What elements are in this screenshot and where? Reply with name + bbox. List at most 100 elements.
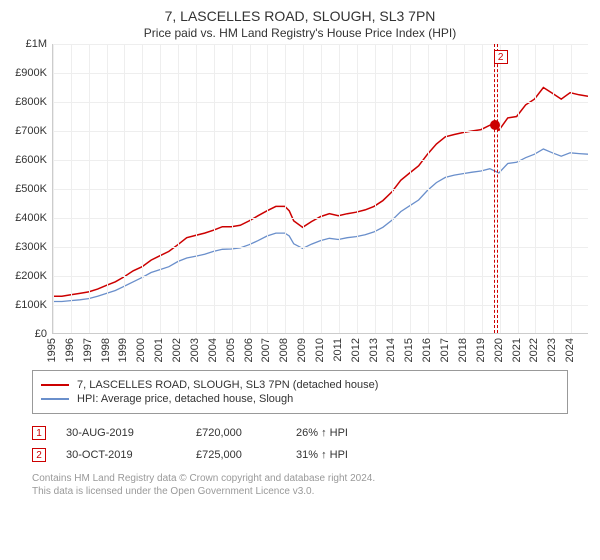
sale-marker-line — [497, 44, 498, 333]
x-axis-label: 2010 — [314, 338, 326, 362]
x-axis-label: 2000 — [135, 338, 147, 362]
gridline-vertical — [428, 44, 429, 333]
x-axis-label: 2004 — [207, 338, 219, 362]
x-axis-label: 1998 — [100, 338, 112, 362]
gridline-vertical — [160, 44, 161, 333]
sale-row-price: £725,000 — [196, 449, 296, 461]
gridline-vertical — [482, 44, 483, 333]
x-axis-label: 2008 — [278, 338, 290, 362]
sales-table: 1 30-AUG-2019£720,00026% ↑ HPI 2 30-OCT-201… — [32, 422, 568, 466]
x-axis-label: 2022 — [528, 338, 540, 362]
gridline-vertical — [303, 44, 304, 333]
x-axis-label: 2006 — [243, 338, 255, 362]
gridline-vertical — [375, 44, 376, 333]
gridline-vertical — [107, 44, 108, 333]
x-axis-label: 2011 — [332, 338, 344, 362]
gridline-vertical — [410, 44, 411, 333]
y-axis-label: £900K — [15, 67, 47, 79]
x-axis-label: 2016 — [421, 338, 433, 362]
y-axis-label: £100K — [15, 299, 47, 311]
y-axis-label: £300K — [15, 241, 47, 253]
gridline-vertical — [464, 44, 465, 333]
gridline-vertical — [285, 44, 286, 333]
sale-row-date: 30-AUG-2019 — [66, 427, 196, 439]
gridline-vertical — [71, 44, 72, 333]
sale-row: 2 30-OCT-2019£725,00031% ↑ HPI — [32, 444, 568, 466]
legend-item: HPI: Average price, detached house, Slou… — [41, 393, 559, 405]
x-axis-label: 2023 — [546, 338, 558, 362]
legend-label: HPI: Average price, detached house, Slou… — [77, 393, 293, 405]
gridline-vertical — [142, 44, 143, 333]
sale-row-diff: 31% ↑ HPI — [296, 449, 396, 461]
gridline-vertical — [232, 44, 233, 333]
x-axis-label: 2020 — [493, 338, 505, 362]
y-axis-label: £200K — [15, 270, 47, 282]
gridline-vertical — [89, 44, 90, 333]
y-axis-label: £700K — [15, 125, 47, 137]
x-axis-label: 2003 — [189, 338, 201, 362]
x-axis-label: 2024 — [564, 338, 576, 362]
gridline-vertical — [518, 44, 519, 333]
gridline-vertical — [214, 44, 215, 333]
sale-marker-badge: 2 — [494, 50, 508, 64]
y-axis-label: £500K — [15, 183, 47, 195]
chart-area: £0£100K£200K£300K£400K£500K£600K£700K£80… — [52, 44, 588, 364]
gridline-vertical — [500, 44, 501, 333]
sale-marker-line — [494, 44, 495, 333]
y-axis-label: £1M — [26, 38, 47, 50]
sale-row-diff: 26% ↑ HPI — [296, 427, 396, 439]
x-axis-label: 2002 — [171, 338, 183, 362]
legend-swatch — [41, 398, 69, 400]
sale-row-price: £720,000 — [196, 427, 296, 439]
chart-container: 7, LASCELLES ROAD, SLOUGH, SL3 7PN Price… — [0, 0, 600, 560]
sale-row: 1 30-AUG-2019£720,00026% ↑ HPI — [32, 422, 568, 444]
y-axis-label: £800K — [15, 96, 47, 108]
x-axis-label: 2013 — [368, 338, 380, 362]
sale-row-marker: 1 — [32, 426, 46, 440]
title-block: 7, LASCELLES ROAD, SLOUGH, SL3 7PN Price… — [0, 0, 600, 44]
x-axis-label: 2009 — [296, 338, 308, 362]
gridline-vertical — [250, 44, 251, 333]
footnote-line-1: Contains HM Land Registry data © Crown c… — [32, 472, 568, 485]
y-axis-label: £400K — [15, 212, 47, 224]
x-axis-label: 2015 — [403, 338, 415, 362]
legend-box: 7, LASCELLES ROAD, SLOUGH, SL3 7PN (deta… — [32, 370, 568, 414]
x-axis-label: 1995 — [46, 338, 58, 362]
x-axis-label: 2019 — [475, 338, 487, 362]
gridline-vertical — [571, 44, 572, 333]
gridline-vertical — [267, 44, 268, 333]
x-axis-label: 1996 — [64, 338, 76, 362]
gridline-vertical — [124, 44, 125, 333]
gridline-vertical — [392, 44, 393, 333]
gridline-vertical — [178, 44, 179, 333]
footnote: Contains HM Land Registry data © Crown c… — [32, 472, 568, 498]
gridline-vertical — [535, 44, 536, 333]
x-axis-label: 2007 — [260, 338, 272, 362]
x-axis-label: 1999 — [117, 338, 129, 362]
gridline-vertical — [53, 44, 54, 333]
chart-title: 7, LASCELLES ROAD, SLOUGH, SL3 7PN — [0, 8, 600, 24]
sale-row-marker: 2 — [32, 448, 46, 462]
legend-label: 7, LASCELLES ROAD, SLOUGH, SL3 7PN (deta… — [77, 379, 378, 391]
gridline-vertical — [357, 44, 358, 333]
footnote-line-2: This data is licensed under the Open Gov… — [32, 485, 568, 498]
x-axis-label: 2001 — [153, 338, 165, 362]
gridline-vertical — [321, 44, 322, 333]
legend-item: 7, LASCELLES ROAD, SLOUGH, SL3 7PN (deta… — [41, 379, 559, 391]
plot-area: £0£100K£200K£300K£400K£500K£600K£700K£80… — [52, 44, 588, 334]
x-axis-label: 2018 — [457, 338, 469, 362]
chart-subtitle: Price paid vs. HM Land Registry's House … — [0, 26, 600, 40]
x-axis-label: 2017 — [439, 338, 451, 362]
gridline-vertical — [339, 44, 340, 333]
x-axis-label: 2021 — [511, 338, 523, 362]
legend-swatch — [41, 384, 69, 386]
sale-dot — [490, 120, 500, 130]
y-axis-label: £600K — [15, 154, 47, 166]
sale-row-date: 30-OCT-2019 — [66, 449, 196, 461]
x-axis-label: 2012 — [350, 338, 362, 362]
x-axis-label: 1997 — [82, 338, 94, 362]
gridline-vertical — [446, 44, 447, 333]
x-axis-label: 2005 — [225, 338, 237, 362]
gridline-vertical — [196, 44, 197, 333]
gridline-vertical — [553, 44, 554, 333]
